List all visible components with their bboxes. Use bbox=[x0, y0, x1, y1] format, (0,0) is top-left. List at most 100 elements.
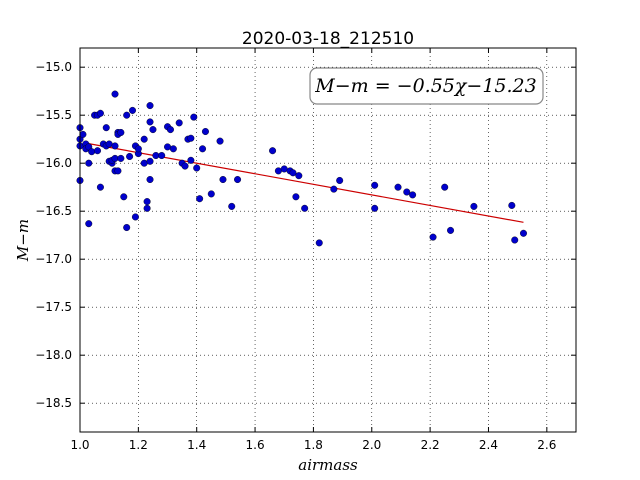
y-tick-label: −15.0 bbox=[35, 60, 72, 74]
data-point bbox=[508, 201, 516, 209]
data-point bbox=[301, 204, 309, 212]
data-point bbox=[196, 195, 204, 203]
data-point bbox=[146, 102, 154, 110]
data-point bbox=[269, 147, 277, 155]
data-point bbox=[409, 191, 417, 199]
equation-annotation: M−m = −0.55χ−15.23 bbox=[309, 67, 544, 105]
data-point bbox=[403, 188, 411, 196]
data-point bbox=[158, 152, 166, 160]
data-point bbox=[88, 148, 96, 156]
data-point bbox=[117, 154, 125, 162]
data-point bbox=[336, 176, 344, 184]
x-tick-label: 1.6 bbox=[246, 438, 265, 452]
data-point bbox=[146, 118, 154, 126]
chart-title: 2020-03-18_212510 bbox=[242, 29, 414, 49]
points-group bbox=[76, 90, 527, 247]
data-point bbox=[470, 202, 478, 210]
data-point bbox=[330, 185, 338, 193]
data-point bbox=[152, 152, 160, 160]
data-point bbox=[280, 165, 288, 173]
data-point bbox=[105, 140, 113, 148]
data-point bbox=[199, 145, 207, 153]
data-point bbox=[149, 126, 157, 134]
data-point bbox=[85, 220, 93, 228]
data-point bbox=[207, 190, 215, 198]
data-point bbox=[123, 111, 131, 119]
x-tick-label: 2.2 bbox=[421, 438, 440, 452]
x-tick-label: 2.0 bbox=[362, 438, 381, 452]
data-point bbox=[394, 183, 402, 191]
data-point bbox=[123, 224, 131, 232]
data-point bbox=[140, 135, 148, 143]
data-point bbox=[228, 202, 236, 210]
grid bbox=[79, 48, 576, 432]
data-point bbox=[111, 154, 119, 162]
data-point bbox=[193, 164, 201, 172]
y-tick-label: −18.5 bbox=[35, 396, 72, 410]
data-point bbox=[201, 128, 209, 136]
data-point bbox=[96, 183, 104, 191]
data-point bbox=[289, 169, 297, 177]
data-point bbox=[371, 204, 379, 212]
data-point bbox=[166, 126, 174, 134]
data-point bbox=[441, 183, 449, 191]
data-point bbox=[146, 176, 154, 184]
data-point bbox=[96, 109, 104, 117]
y-tick-labels: −15.0 −15.5 −16.0 −16.5 −17.0 −17.5 −18.0 −18.5 bbox=[35, 60, 72, 410]
annotation-text: M−m = −0.55χ−15.23 bbox=[314, 75, 536, 97]
x-tick-label: 1.0 bbox=[70, 438, 89, 452]
data-point bbox=[131, 213, 139, 221]
data-point bbox=[187, 134, 195, 142]
data-point bbox=[117, 128, 125, 136]
y-tick-label: −16.0 bbox=[35, 156, 72, 170]
annotation-box bbox=[309, 67, 544, 105]
data-point bbox=[143, 198, 151, 206]
data-point bbox=[111, 142, 119, 150]
data-point bbox=[216, 137, 224, 145]
data-point bbox=[146, 157, 154, 165]
data-point bbox=[164, 143, 172, 151]
x-tick-label: 2.6 bbox=[537, 438, 556, 452]
data-point bbox=[190, 113, 198, 121]
data-point bbox=[169, 145, 177, 153]
data-point bbox=[219, 176, 227, 184]
y-tick-label: −17.5 bbox=[35, 300, 72, 314]
data-point bbox=[187, 156, 195, 164]
y-axis-label: M−m bbox=[14, 219, 32, 262]
data-point bbox=[102, 124, 110, 132]
x-tick-label: 1.4 bbox=[187, 438, 206, 452]
y-tick-label: −15.5 bbox=[35, 108, 72, 122]
data-point bbox=[511, 236, 519, 244]
data-point bbox=[134, 145, 142, 153]
data-point bbox=[114, 167, 122, 175]
x-tick-label: 2.4 bbox=[479, 438, 498, 452]
data-point bbox=[120, 193, 128, 201]
x-tick-label: 1.8 bbox=[304, 438, 323, 452]
y-tick-label: −18.0 bbox=[35, 348, 72, 362]
data-point bbox=[111, 90, 119, 98]
x-axis-label: airmass bbox=[298, 456, 358, 474]
y-tick-label: −17.0 bbox=[35, 252, 72, 266]
data-point bbox=[175, 119, 183, 127]
data-point bbox=[94, 147, 102, 155]
data-point bbox=[429, 233, 437, 241]
data-point bbox=[85, 159, 93, 167]
data-point bbox=[295, 172, 303, 180]
data-point bbox=[143, 204, 151, 212]
data-point bbox=[371, 181, 379, 189]
data-point bbox=[519, 229, 527, 237]
data-point bbox=[315, 239, 323, 247]
x-tick-label: 1.2 bbox=[129, 438, 148, 452]
data-point bbox=[129, 106, 137, 114]
x-tick-labels: 1.0 1.2 1.4 1.6 1.8 2.0 2.2 2.4 2.6 bbox=[70, 438, 556, 452]
data-point bbox=[140, 159, 148, 167]
data-point bbox=[79, 130, 87, 138]
ticks bbox=[79, 48, 576, 432]
data-point bbox=[181, 162, 189, 170]
data-point bbox=[447, 226, 455, 234]
plot-frame bbox=[79, 47, 577, 433]
data-point bbox=[126, 152, 134, 160]
data-point bbox=[274, 167, 282, 175]
data-point bbox=[292, 193, 300, 201]
